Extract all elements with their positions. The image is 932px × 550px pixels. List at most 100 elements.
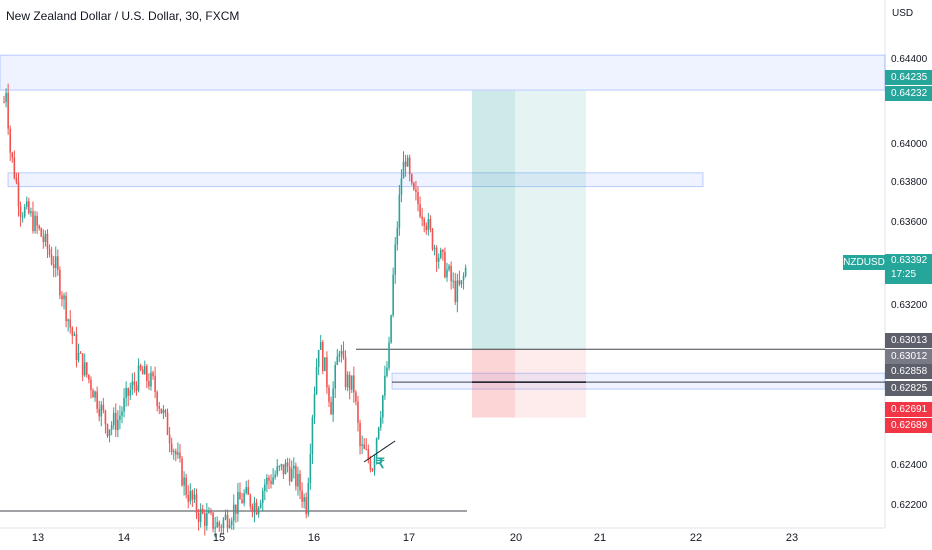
- candle: [137, 365, 140, 391]
- candle: [326, 357, 328, 388]
- candle: [361, 444, 363, 446]
- symbol-badge: NZDUSD: [843, 255, 885, 270]
- candle: [427, 218, 430, 231]
- candle: [123, 397, 125, 412]
- candle: [402, 161, 405, 179]
- candle: [437, 257, 440, 262]
- candle: [146, 366, 148, 382]
- price-axis-tick: 0.62200: [891, 500, 928, 511]
- profit-zone[interactable]: [472, 90, 586, 350]
- candle: [181, 458, 183, 486]
- candle: [48, 249, 51, 255]
- candle: [206, 512, 208, 526]
- candle: [288, 466, 291, 482]
- trend-line[interactable]: [363, 440, 396, 463]
- candle: [21, 216, 24, 218]
- candle: [239, 492, 241, 500]
- candle: [172, 451, 175, 453]
- candle: [42, 236, 45, 242]
- time-axis[interactable]: [0, 528, 885, 550]
- candle: [338, 354, 341, 357]
- candle: [168, 434, 171, 444]
- candle: [69, 319, 72, 328]
- candle: [450, 265, 452, 282]
- candle: [350, 375, 353, 390]
- candle: [417, 191, 419, 205]
- candle: [216, 522, 219, 528]
- support-resistance-zone[interactable]: [0, 54, 886, 91]
- candle: [193, 494, 196, 500]
- candle: [305, 497, 308, 515]
- candle: [100, 404, 103, 417]
- candle: [23, 206, 26, 217]
- candle: [321, 341, 324, 372]
- candle: [50, 254, 53, 265]
- candle: [460, 280, 463, 285]
- rupee-icon[interactable]: ₹: [376, 455, 385, 471]
- price-axis-label: 0.64235: [885, 70, 932, 85]
- candle: [110, 425, 113, 430]
- candle: [11, 152, 14, 158]
- countdown-timer: 17:25: [891, 269, 917, 280]
- price-axis-tick: 0.63800: [891, 177, 928, 188]
- candle: [208, 511, 210, 513]
- price-axis-label: 0.64232: [885, 86, 932, 101]
- candle: [30, 211, 32, 214]
- candle: [282, 464, 285, 475]
- candle: [214, 527, 216, 529]
- candle: [398, 194, 401, 229]
- candle: [114, 412, 117, 430]
- chart-title: New Zealand Dollar / U.S. Dollar, 30, FX…: [6, 9, 240, 23]
- candle: [44, 233, 47, 242]
- candle: [315, 367, 318, 395]
- candle: [237, 492, 239, 514]
- candle: [406, 157, 409, 167]
- candle: [175, 451, 177, 455]
- time-axis-tick: 21: [594, 532, 606, 544]
- price-axis-tick: 0.63200: [891, 300, 928, 311]
- candle: [81, 353, 84, 376]
- candle: [17, 182, 20, 207]
- candle: [259, 503, 262, 508]
- candle: [235, 504, 237, 514]
- candle: [249, 494, 252, 507]
- candle: [57, 256, 59, 270]
- candle: [224, 514, 227, 520]
- candle: [367, 449, 370, 460]
- price-axis-label: 0.63013: [885, 333, 932, 348]
- candle: [5, 92, 7, 103]
- candle: [86, 362, 88, 375]
- candle: [324, 357, 326, 372]
- candle: [228, 525, 231, 528]
- loss-zone[interactable]: [472, 349, 586, 418]
- time-axis-tick: 20: [510, 532, 522, 544]
- candle: [379, 417, 382, 428]
- candle: [444, 251, 446, 278]
- candle: [365, 448, 368, 450]
- candle: [369, 459, 372, 470]
- candle: [170, 443, 173, 453]
- candle: [54, 256, 57, 268]
- profit-zone-filled: [472, 90, 515, 350]
- support-resistance-zone[interactable]: [7, 172, 704, 188]
- candle: [375, 438, 378, 458]
- candle: [61, 295, 63, 300]
- candle: [280, 464, 283, 467]
- candle: [104, 410, 107, 425]
- candle: [166, 412, 169, 435]
- candle: [386, 367, 388, 376]
- candle: [363, 444, 365, 449]
- candle: [241, 499, 243, 504]
- candle: [261, 490, 264, 504]
- candle: [160, 408, 163, 414]
- candle: [404, 161, 407, 167]
- candle: [452, 280, 454, 282]
- candle: [222, 519, 225, 528]
- support-resistance-zone[interactable]: [391, 372, 886, 390]
- candle: [125, 388, 127, 398]
- candle: [156, 392, 158, 407]
- price-axis-label: 0.62825: [885, 381, 932, 396]
- candle: [251, 506, 254, 513]
- candle: [92, 390, 94, 398]
